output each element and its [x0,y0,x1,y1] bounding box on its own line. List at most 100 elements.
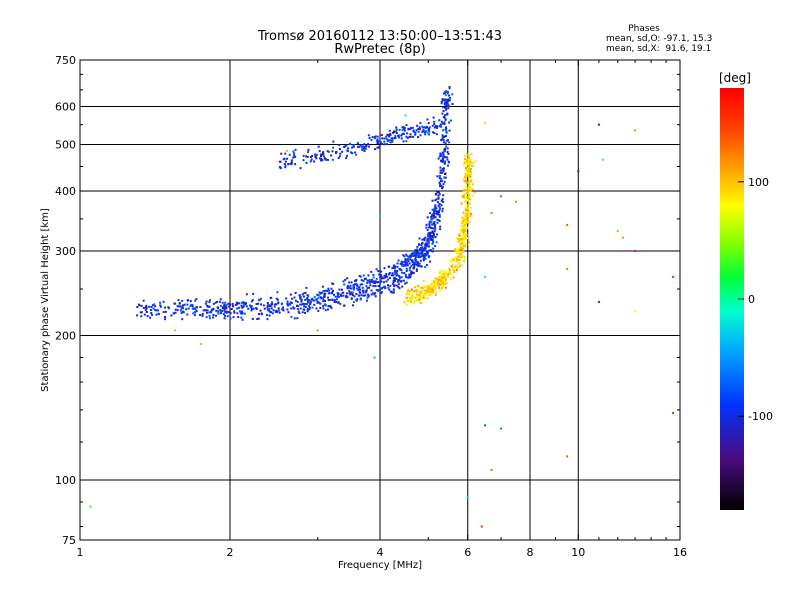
y-tick-label: 600 [55,101,76,114]
trace-point [439,180,442,183]
trace-point [405,261,408,264]
trace-point [431,199,434,202]
trace-point [351,294,354,297]
trace-point [442,106,444,109]
trace-point [233,311,236,314]
trace-point [290,302,293,304]
trace-point [447,104,450,107]
trace-point [342,294,345,297]
trace-point [464,234,466,237]
trace-point [463,193,466,196]
trace-point [403,255,406,258]
trace-point [420,248,423,251]
trace-point [465,203,468,206]
trace-point [310,158,313,161]
trace-point [358,290,361,293]
trace-point [418,262,421,265]
trace-point [411,126,414,129]
trace-point [304,291,307,294]
trace-point [395,130,398,133]
trace-point [305,286,308,289]
trace-point [438,177,441,180]
trace-point [322,307,325,310]
trace-point [435,193,438,195]
trace-point [145,307,148,310]
trace-point [428,126,431,129]
trace-point [467,157,470,160]
trace-point [439,171,442,174]
trace-point [443,161,446,164]
trace-point [431,280,434,283]
trace-point [462,236,465,239]
trace-point [465,222,468,225]
trace-point [422,249,425,252]
trace-point [465,214,467,217]
trace-point [395,274,398,277]
trace-point [321,159,324,162]
trace-point [450,258,453,261]
trace-point [433,224,436,227]
trace-point [438,193,441,196]
trace-point [305,161,308,164]
trace-point [355,287,358,290]
trace-point [444,102,447,105]
trace-point [225,311,228,314]
trace-point [473,191,476,194]
trace-point [424,294,427,297]
trace-point [465,168,468,171]
trace-point [418,296,421,298]
trace-point [415,263,418,266]
trace-point [219,304,222,307]
trace-point [448,99,451,102]
trace-point [333,293,335,296]
trace-point [381,287,384,289]
trace-point [159,301,162,304]
trace-point [444,279,447,281]
trace-point [341,288,343,291]
trace-point [442,129,445,132]
trace-point [409,135,412,138]
trace-point [469,198,471,201]
trace-point [462,196,465,199]
trace-point [294,292,297,294]
trace-point [267,309,270,312]
trace-point [179,305,182,308]
trace-point [366,287,369,290]
trace-point [469,175,472,178]
trace-point [471,164,474,167]
trace-point [408,262,411,265]
scatter-point [89,505,92,508]
trace-point [437,196,440,199]
trace-point [441,157,444,160]
trace-point [417,128,420,130]
trace-point [320,155,322,157]
trace-point [362,145,365,148]
trace-point [137,303,140,306]
trace-point [323,157,326,160]
trace-point [266,318,269,321]
trace-point [406,291,409,294]
trace-point [347,147,350,150]
trace-point [193,311,196,314]
trace-point [236,307,239,310]
trace-point [417,130,420,133]
trace-point [301,311,304,314]
trace-point [400,280,403,283]
trace-point [414,261,417,264]
trace-point [453,271,456,274]
trace-point [438,203,441,205]
trace-point [433,288,436,291]
trace-point [463,228,466,231]
trace-point [405,275,407,278]
trace-point [469,168,472,170]
trace-point [464,242,467,245]
trace-point [392,282,395,285]
trace-point [404,273,407,276]
trace-point [414,249,416,252]
trace-point [174,308,177,311]
trace-point [433,215,435,218]
trace-point [456,259,459,262]
trace-point [164,306,166,309]
trace-point [467,204,470,207]
trace-point [317,145,320,148]
